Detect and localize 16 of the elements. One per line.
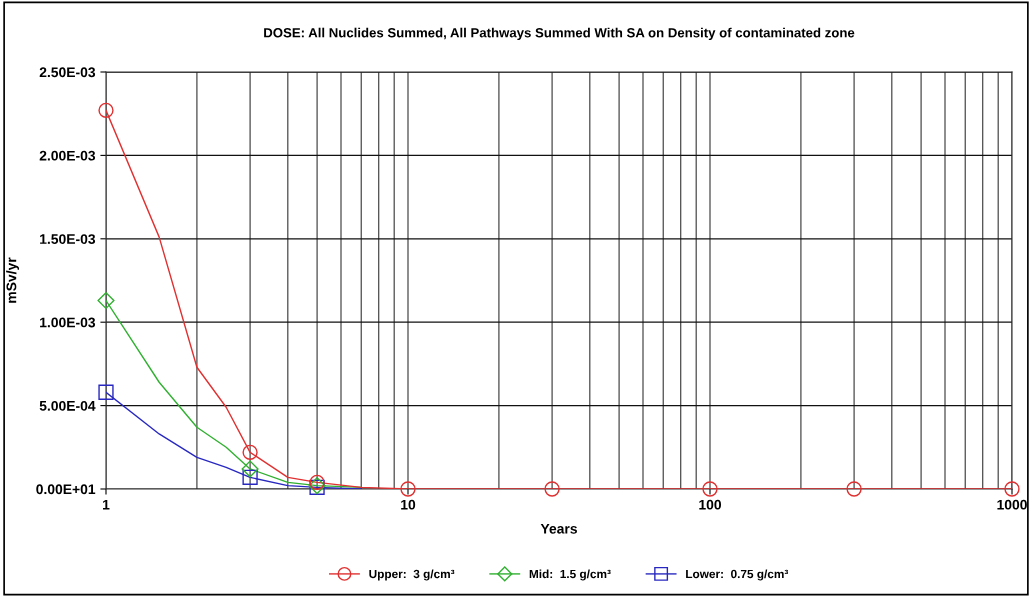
x-tick-label: 1 xyxy=(103,499,110,510)
x-tick-label: 100 xyxy=(699,499,722,510)
y-tick-label: 2.00E-03 xyxy=(39,150,96,161)
y-axis-title: mSv/yr xyxy=(6,257,20,303)
legend-label: Upper: 3 g/cm³ xyxy=(369,569,455,581)
x-axis-title: Years xyxy=(540,523,577,534)
x-tick-label: 10 xyxy=(401,499,416,510)
legend-label: Mid: 1.5 g/cm³ xyxy=(529,569,611,581)
x-tick-label: 1000 xyxy=(997,499,1027,510)
y-tick-label: 2.50E-03 xyxy=(39,67,96,78)
y-tick-label: 0.00E+01 xyxy=(36,484,96,495)
y-tick-label: 1.00E-03 xyxy=(40,317,96,328)
y-tick-label: 1.50E-03 xyxy=(40,234,96,244)
legend-label: Lower: 0.75 g/cm³ xyxy=(686,569,789,581)
chart-title: DOSE: All Nuclides Summed, All Pathways Summed With SA on Density of contaminated zone xyxy=(264,27,855,41)
y-tick-label: 5.00E-04 xyxy=(39,400,96,411)
